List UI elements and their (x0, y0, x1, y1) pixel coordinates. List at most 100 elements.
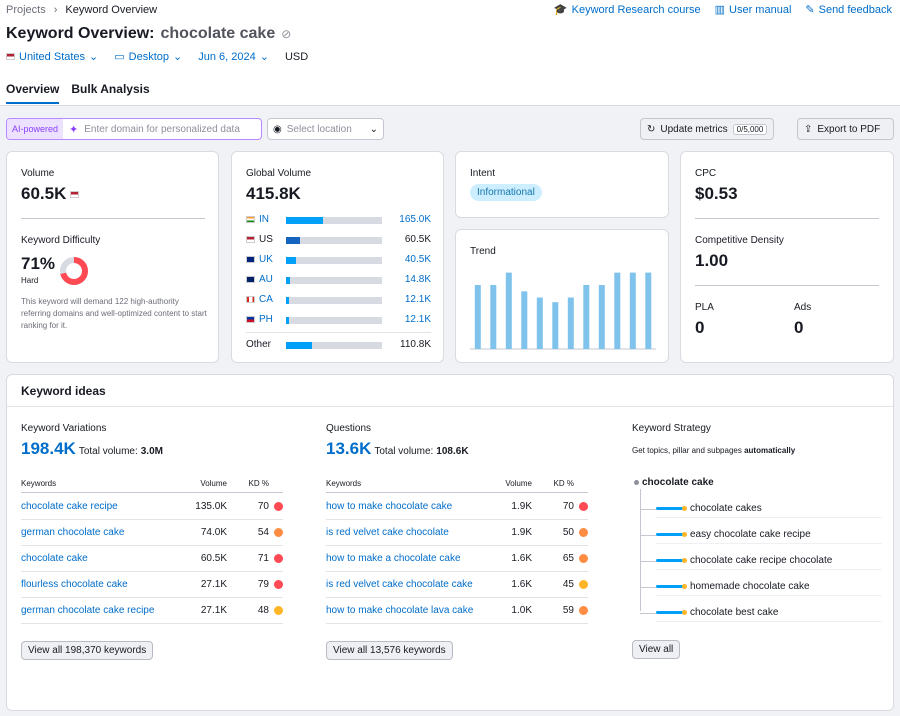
kd-status-dot (274, 606, 283, 615)
keyword-link[interactable]: chocolate cake recipe (21, 501, 118, 512)
country-code[interactable]: PH (259, 314, 273, 325)
country-volume[interactable]: 12.1K (404, 314, 431, 325)
location-pin-icon: ◉ (273, 123, 282, 135)
volume-value-wrap: 60.5K (21, 184, 80, 204)
country-code[interactable]: CA (259, 294, 273, 305)
volume-fill (286, 277, 290, 284)
update-metrics-button[interactable]: ↻ Update metrics 0/5,000 (640, 118, 775, 140)
keyword-link[interactable]: german chocolate cake (21, 527, 125, 538)
kd-status-dot (274, 554, 283, 563)
col-volume: Volume (505, 479, 532, 488)
pla-label: PLA (695, 302, 714, 313)
keyword-link[interactable]: chocolate cake (21, 553, 88, 564)
country-volume[interactable]: 12.1K (404, 294, 431, 305)
view-all-variations-button[interactable]: View all 198,370 keywords (21, 641, 154, 660)
keyword-link[interactable]: how to make chocolate lava cake (326, 605, 474, 616)
col-kd: KD % (248, 479, 269, 488)
tree-line (640, 489, 641, 611)
device-value: Desktop (128, 50, 170, 63)
trend-bar (536, 297, 543, 349)
global-volume-row-ph: PH 12.1K (246, 314, 431, 326)
country-cell: AU (246, 274, 273, 285)
breadcrumb-projects[interactable]: Projects (6, 4, 46, 16)
variations-total-label: Total volume: (78, 446, 138, 457)
trend-bar (598, 285, 605, 349)
feedback-icon: ✎ (805, 4, 815, 16)
device-select[interactable]: ▭ Desktop ⌄ (114, 50, 182, 64)
trend-bar (474, 285, 481, 349)
questions-title: Questions (326, 423, 372, 434)
manual-label: User manual (729, 3, 792, 16)
other-value: 110.8K (400, 339, 431, 350)
questions-count[interactable]: 13.6K (326, 439, 372, 458)
divider (656, 621, 882, 622)
keyword-kd: 65 (562, 553, 574, 564)
strategy-subtopic: chocolate cakes (656, 503, 762, 514)
variations-summary: 198.4K Total volume: 3.0M (21, 439, 163, 459)
keyword-link[interactable]: how to make chocolate cake (326, 501, 453, 512)
country-volume[interactable]: 40.5K (404, 254, 431, 265)
tab-bulk-analysis[interactable]: Bulk Analysis (71, 82, 150, 96)
keyword-kd: 48 (257, 605, 269, 616)
keyword-research-course-link[interactable]: 🎓 Keyword Research course (554, 3, 701, 17)
view-all-strategy-button[interactable]: View all (632, 640, 681, 659)
table-row: how to make a chocolate cake 1.6K 65 (326, 546, 588, 572)
country-volume[interactable]: 165.0K (399, 214, 431, 225)
intent-badge: Informational (470, 184, 542, 201)
country-code[interactable]: AU (259, 274, 273, 285)
cpc-label: CPC (695, 168, 717, 179)
variations-count[interactable]: 198.4K (21, 439, 76, 458)
country-select[interactable]: United States ⌄ (6, 50, 98, 63)
keyword-link[interactable]: german chocolate cake recipe (21, 605, 155, 616)
date-value: Jun 6, 2024 (198, 50, 256, 63)
keyword-kd: 71 (257, 553, 269, 564)
au-flag-icon (246, 276, 255, 283)
trend-bar (645, 272, 652, 349)
divider (695, 218, 879, 219)
intent-card: Intent Informational (455, 151, 669, 218)
keyword-link[interactable]: flourless chocolate cake (21, 579, 128, 590)
col-keywords: Keywords (326, 479, 362, 488)
tree-branch (640, 561, 656, 562)
location-select[interactable]: ◉ Select location ⌄ (267, 118, 384, 140)
kd-status-dot (579, 528, 588, 537)
keyword-link[interactable]: how to make a chocolate cake (326, 553, 461, 564)
subtopic-bar (656, 532, 687, 537)
table-row: how to make chocolate lava cake 1.0K 59 (326, 598, 588, 624)
volume-track (286, 317, 382, 324)
date-select[interactable]: Jun 6, 2024 ⌄ (198, 50, 269, 64)
toolbar: AI-powered ✦ Enter domain for personaliz… (6, 118, 894, 140)
volume-fill (286, 237, 300, 244)
keyword-kd: 59 (562, 605, 574, 616)
keyword-link[interactable]: is red velvet cake chocolate (326, 527, 449, 538)
book-icon: ▥ (714, 4, 726, 16)
view-all-questions-button[interactable]: View all 13,576 keywords (326, 641, 453, 660)
volume-track (286, 237, 382, 244)
global-volume-row-us: US 60.5K (246, 234, 431, 246)
country-volume[interactable]: 14.8K (404, 274, 431, 285)
country-code[interactable]: UK (259, 254, 273, 265)
divider (656, 595, 882, 596)
send-feedback-link[interactable]: ✎ Send feedback (805, 3, 892, 17)
tab-overview[interactable]: Overview (6, 82, 60, 104)
keyword-volume: 74.0K (200, 527, 227, 538)
competitive-density-value: 1.00 (695, 251, 729, 270)
user-manual-link[interactable]: ▥ User manual (714, 3, 792, 17)
location-placeholder: Select location (286, 123, 352, 135)
keyword-volume: 1.0K (511, 605, 532, 616)
kd-donut-fill (60, 257, 88, 285)
keyword-volume: 60.5K (200, 553, 227, 564)
subtopic-label: chocolate best cake (690, 607, 779, 618)
subtopic-label: homemade chocolate cake (690, 581, 810, 592)
export-pdf-button[interactable]: ⇪ Export to PDF (797, 118, 894, 140)
top-bar: Projects › Keyword Overview 🎓 Keyword Re… (0, 0, 900, 106)
trend-chart (470, 272, 656, 350)
keyword-link[interactable]: is red velvet cake chocolate cake (326, 579, 473, 590)
kd-description: This keyword will demand 122 high-author… (21, 297, 207, 330)
country-code[interactable]: IN (259, 214, 269, 225)
volume-fill (286, 317, 289, 324)
domain-input[interactable]: Enter domain for personalized data (84, 123, 240, 135)
table-row: german chocolate cake 74.0K 54 (21, 520, 283, 546)
col-keywords: Keywords (21, 479, 57, 488)
volume-track (286, 297, 382, 304)
